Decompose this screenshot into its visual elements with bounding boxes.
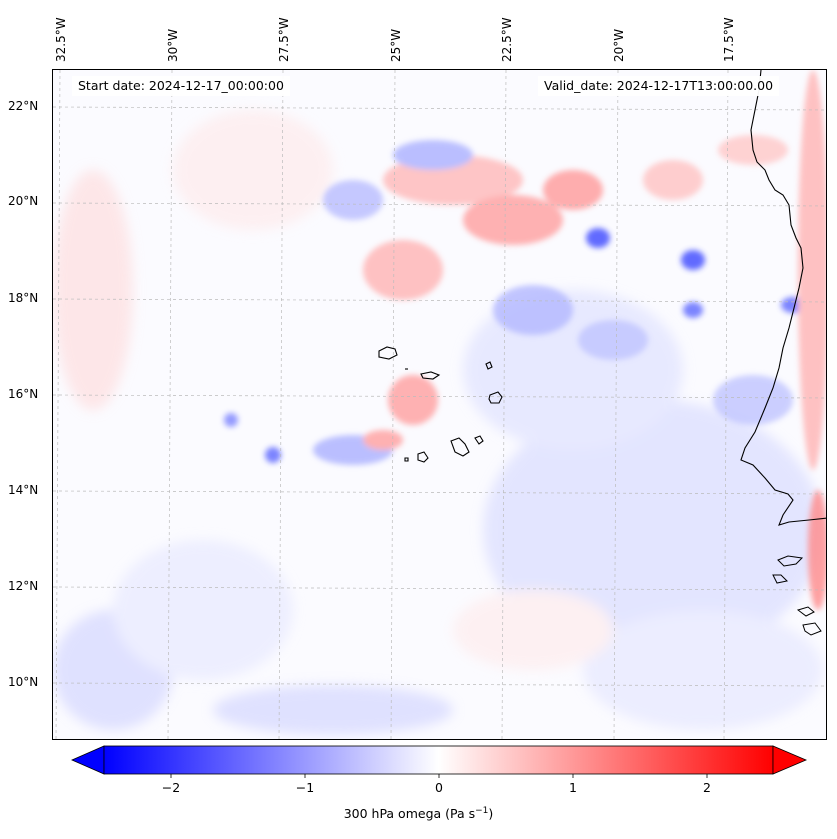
lon-label-20w: 20°W xyxy=(612,28,626,62)
colorbar-tick-0: 0 xyxy=(435,780,443,795)
africa-coastline xyxy=(740,70,826,526)
lon-label-22-5w: 22.5°W xyxy=(500,17,514,62)
lon-label-32-5w: 32.5°W xyxy=(54,17,68,62)
start-date-label: Start date: 2024-12-17_00:00:00 xyxy=(72,76,290,96)
island-outlines xyxy=(378,346,503,463)
lat-label-18n: 18°N xyxy=(8,291,39,305)
colorbar-label-close: ) xyxy=(488,806,494,822)
map-panel xyxy=(52,69,827,740)
omega-field xyxy=(53,70,826,739)
colorbar-tick-2: 2 xyxy=(703,780,711,795)
lat-label-22n: 22°N xyxy=(8,99,39,113)
lat-label-20n: 20°N xyxy=(8,194,39,208)
lat-label-16n: 16°N xyxy=(8,387,39,401)
guinea-bissau-coast xyxy=(772,555,822,636)
lon-label-25w: 25°W xyxy=(389,28,403,62)
lat-label-12n: 12°N xyxy=(8,579,39,593)
lat-label-10n: 10°N xyxy=(8,675,39,689)
colorbar-gradient xyxy=(103,745,774,775)
colorbar-label-text: 300 hPa omega (Pa s xyxy=(343,806,476,822)
colorbar-tick-1: 1 xyxy=(569,780,577,795)
colorbar-tick-neg2: −2 xyxy=(161,780,181,795)
lon-label-30w: 30°W xyxy=(166,28,180,62)
lon-label-27-5w: 27.5°W xyxy=(277,17,291,62)
colorbar-tick-neg1: −1 xyxy=(295,780,315,795)
colorbar xyxy=(71,745,808,778)
lon-label-17-5w: 17.5°W xyxy=(722,17,736,62)
colorbar-left-extension xyxy=(71,745,105,775)
colorbar-label: 300 hPa omega (Pa s−1) xyxy=(0,806,837,821)
lat-label-14n: 14°N xyxy=(8,483,39,497)
colorbar-label-exponent: −1 xyxy=(475,806,489,816)
colorbar-right-extension xyxy=(772,745,808,775)
valid-date-label: Valid_date: 2024-12-17T13:00:00.00 xyxy=(538,76,780,96)
